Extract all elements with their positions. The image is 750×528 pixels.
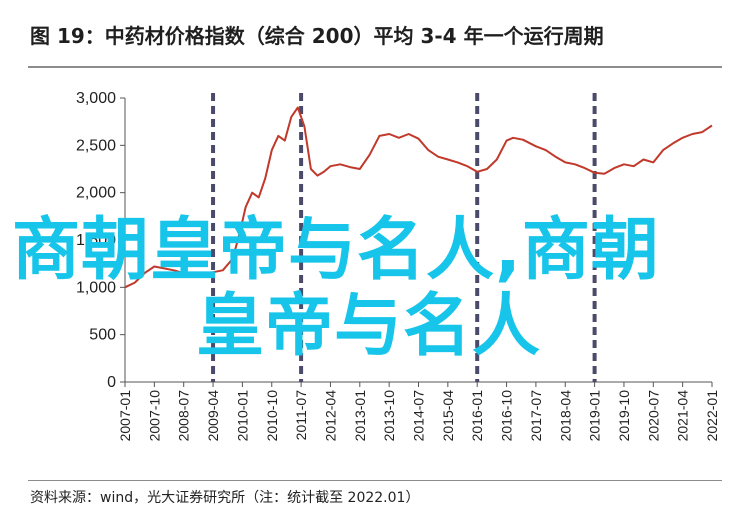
y-tick-label: 2,000 xyxy=(76,185,116,202)
x-tick-label: 2008-07 xyxy=(176,390,192,442)
source-note: 资料来源：wind，光大证券研究所（注：统计截至 2022.01） xyxy=(30,490,420,506)
x-tick-label: 2010-01 xyxy=(234,390,250,442)
x-tick-label: 2012-04 xyxy=(322,390,338,442)
x-tick-label: 2011-07 xyxy=(293,390,309,441)
x-tick-label: 2016-01 xyxy=(469,390,485,442)
x-tick-label: 2020-07 xyxy=(645,390,661,442)
y-tick-label: 3,000 xyxy=(76,90,116,107)
x-tick-label: 2016-10 xyxy=(499,390,515,442)
watermark-line-1: 商朝皇帝与名人,商朝 xyxy=(12,211,660,290)
x-tick-label: 2013-01 xyxy=(352,390,368,442)
x-tick-label: 2021-04 xyxy=(675,390,691,442)
x-tick-label: 2019-10 xyxy=(616,390,632,442)
chart-title: 图 19：中药材价格指数（综合 200）平均 3-4 年一个运行周期 xyxy=(30,24,604,48)
x-tick-label: 2014-07 xyxy=(411,390,427,442)
x-tick-label: 2015-04 xyxy=(440,390,456,442)
y-tick-label: 1,500 xyxy=(76,232,116,249)
x-tick-label: 2010-10 xyxy=(264,390,280,442)
source-divider xyxy=(28,480,722,481)
x-tick-label: 2017-07 xyxy=(528,390,544,442)
y-tick-label: 1,000 xyxy=(76,279,116,296)
watermark-line-2: 皇帝与名人 xyxy=(196,287,542,366)
y-tick-label: 500 xyxy=(89,327,116,344)
x-tick-label: 2018-04 xyxy=(557,390,573,442)
title-divider xyxy=(28,66,722,68)
x-tick-label: 2022-01 xyxy=(704,390,720,442)
x-tick-label: 2019-01 xyxy=(587,390,603,442)
x-tick-label: 2007-01 xyxy=(117,390,133,442)
y-tick-label: 0 xyxy=(107,374,116,391)
x-tick-label: 2009-04 xyxy=(205,390,221,442)
y-tick-label: 2,500 xyxy=(76,137,116,154)
x-tick-label: 2013-10 xyxy=(381,390,397,442)
x-tick-label: 2007-10 xyxy=(146,390,162,442)
